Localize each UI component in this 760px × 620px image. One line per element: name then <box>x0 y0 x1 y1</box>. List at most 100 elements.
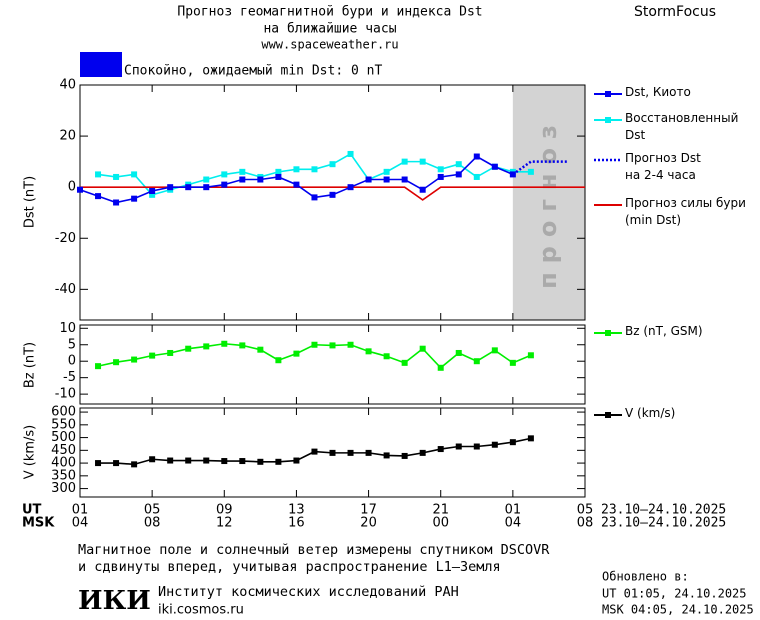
series-line <box>79 155 514 204</box>
data-point <box>257 346 264 353</box>
logo: ИКИ <box>78 586 151 616</box>
data-point <box>401 176 408 183</box>
y-tick-label: 5 <box>68 337 76 352</box>
updated-msk: MSK 04:05, 24.10.2025 <box>602 603 754 617</box>
data-point <box>491 163 498 170</box>
plot-frame <box>79 84 586 321</box>
data-point <box>131 461 138 468</box>
y-tick-label: -5 <box>63 370 76 385</box>
site: iki.cosmos.ru <box>158 603 244 618</box>
data-point <box>347 449 354 456</box>
x-tick-label: 21 <box>432 503 449 518</box>
data-point <box>383 353 390 360</box>
data-point <box>167 184 174 191</box>
data-point <box>383 176 390 183</box>
y-axis-label: Bz (nT) <box>23 342 38 388</box>
msk-range: 23.10–24.10.2025 <box>601 516 726 531</box>
note: и сдвинуты вперед, учитывая распростране… <box>78 559 501 575</box>
y-tick-label: -40 <box>55 282 76 297</box>
data-point <box>185 184 192 191</box>
y-tick-label: 600 <box>51 405 76 420</box>
legend-marker <box>605 330 611 336</box>
title: Прогноз геомагнитной бури и индекса Dst <box>177 5 482 20</box>
ut-range: 23.10–24.10.2025 <box>601 503 726 518</box>
x-tick-label: 13 <box>288 503 305 518</box>
note: Магнитное поле и солнечный ветер измерен… <box>78 542 550 558</box>
data-point <box>437 166 444 173</box>
forecast-band <box>512 85 585 320</box>
data-point <box>347 341 354 348</box>
data-point <box>221 340 228 347</box>
data-point <box>167 349 174 356</box>
x-tick-label-msk: 04 <box>72 516 89 531</box>
data-point <box>473 173 480 180</box>
data-point <box>221 458 228 465</box>
data-point <box>311 341 318 348</box>
x-tick-label: 17 <box>360 503 377 518</box>
data-point <box>509 439 516 446</box>
data-point <box>113 173 120 180</box>
y-tick-label: 350 <box>51 468 76 483</box>
data-point <box>365 176 372 183</box>
legend-text: Прогноз силы бури (min Dst) <box>625 196 746 227</box>
x-tick-label-msk: 04 <box>505 516 522 531</box>
data-point <box>275 173 282 180</box>
legend-marker <box>605 117 611 123</box>
data-point <box>419 345 426 352</box>
updated-ut: UT 01:05, 24.10.2025 <box>602 587 747 601</box>
ut-label: UT <box>22 503 42 518</box>
data-point <box>329 161 336 168</box>
data-point <box>203 184 210 191</box>
data-point <box>293 181 300 188</box>
x-tick-label-msk: 08 <box>577 516 594 531</box>
data-point <box>131 195 138 202</box>
series-line <box>80 186 585 201</box>
data-point <box>419 158 426 165</box>
data-point <box>455 349 462 356</box>
x-tick-label: 05 <box>144 503 161 518</box>
data-point <box>491 441 498 448</box>
plot-frame <box>79 407 586 498</box>
data-point <box>203 457 210 464</box>
data-point <box>365 348 372 355</box>
y-tick-label: 10 <box>59 321 76 336</box>
data-point <box>131 356 138 363</box>
data-point <box>401 359 408 366</box>
brand: StormFocus <box>634 4 716 20</box>
y-axis-label: Dst (nT) <box>23 176 38 228</box>
data-point <box>149 456 156 463</box>
y-tick-label: 500 <box>51 430 76 445</box>
data-point <box>149 352 156 359</box>
data-point <box>491 347 498 354</box>
data-point <box>527 435 534 442</box>
data-point <box>347 150 354 157</box>
data-point <box>527 168 534 175</box>
data-point <box>437 173 444 180</box>
data-point <box>383 452 390 459</box>
data-point <box>383 168 390 175</box>
y-tick-label: 400 <box>51 456 76 471</box>
data-point <box>275 168 282 175</box>
data-point <box>293 457 300 464</box>
data-point <box>131 171 138 178</box>
y-tick-label: 0 <box>68 354 76 369</box>
data-point <box>293 350 300 357</box>
institute: Институт космических исследований РАН <box>158 584 459 600</box>
data-point <box>329 342 336 349</box>
data-point <box>293 166 300 173</box>
data-point <box>473 358 480 365</box>
y-tick-label: 450 <box>51 443 76 458</box>
legend-text: Bz (nT, GSM) <box>625 324 703 338</box>
status-swatch <box>80 52 122 77</box>
data-point <box>311 448 318 455</box>
y-tick-label: -20 <box>55 231 76 246</box>
x-tick-label: 01 <box>72 503 89 518</box>
data-point <box>113 359 120 366</box>
data-point <box>419 449 426 456</box>
legend-text: V (km/s) <box>625 406 676 420</box>
data-point <box>365 449 372 456</box>
data-point <box>401 452 408 459</box>
y-tick-label: 550 <box>51 417 76 432</box>
data-point <box>275 458 282 465</box>
data-point <box>239 458 246 465</box>
